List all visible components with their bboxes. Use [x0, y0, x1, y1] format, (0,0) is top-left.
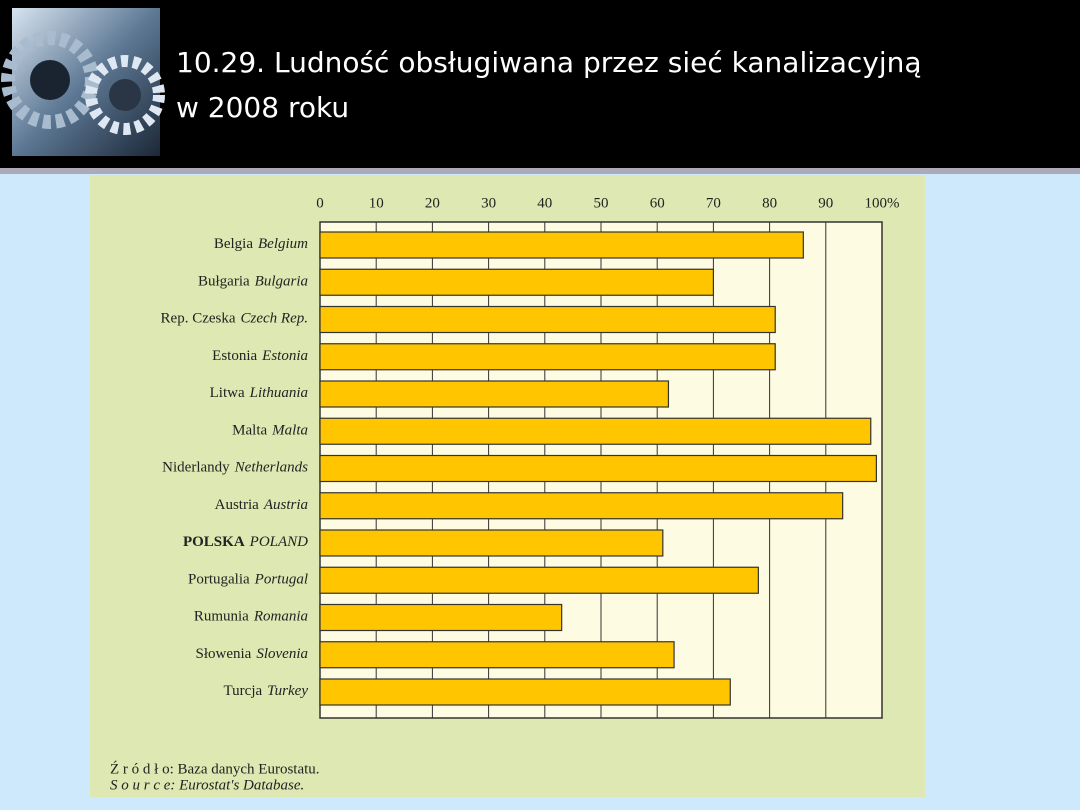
source: S o u r c e: Eurostat's Database. — [110, 777, 304, 793]
category-en: Netherlands — [234, 460, 308, 476]
y-tick-label: Belgia Belgium — [214, 236, 308, 252]
category-pl: Belgia — [214, 236, 253, 252]
category-en: Czech Rep. — [241, 311, 308, 327]
category-en: Slovenia — [256, 646, 308, 662]
category-pl: Litwa — [210, 385, 245, 401]
category-en: Estonia — [261, 348, 308, 364]
bar — [319, 492, 844, 520]
bar — [319, 268, 714, 296]
category-pl: Estonia — [212, 348, 257, 364]
category-en: Belgium — [258, 236, 308, 252]
category-pl: Rep. Czeska — [161, 311, 236, 327]
x-tick-label: 0 — [316, 195, 324, 211]
y-tick-label: Austria Austria — [215, 497, 308, 513]
category-en: Lithuania — [249, 385, 308, 401]
bar — [319, 641, 675, 669]
x-tick-label: 40 — [537, 195, 552, 211]
x-tick-label: 20 — [425, 195, 440, 211]
bar — [319, 417, 872, 445]
bar — [319, 529, 664, 557]
bar — [319, 454, 877, 483]
header — [0, 0, 1080, 168]
y-tick-label: Turcja Turkey — [224, 683, 309, 699]
x-tick-label: 60 — [650, 195, 665, 211]
title-line: w 2008 roku — [176, 91, 349, 124]
category-en: Malta — [271, 423, 308, 439]
y-tick-label: POLSKA POLAND — [183, 534, 308, 550]
y-tick-label: Litwa Lithuania — [210, 385, 308, 401]
category-pl: Rumunia — [194, 609, 249, 625]
category-en: Austria — [263, 497, 308, 513]
category-pl: POLSKA — [183, 534, 245, 550]
category-pl: Portugalia — [188, 572, 250, 588]
bar — [319, 566, 759, 594]
gear-image — [1, 8, 165, 156]
title-line: 10.29. Ludność obsługiwana przez sieć ka… — [176, 46, 922, 79]
bar — [319, 603, 563, 632]
x-tick-label: 80 — [762, 195, 777, 211]
x-tick-label: 30 — [481, 195, 496, 211]
category-en: Portugal — [254, 572, 308, 588]
y-tick-label: Rep. Czeska Czech Rep. — [161, 311, 308, 327]
category-pl: Niderlandy — [162, 460, 230, 476]
bar — [319, 343, 776, 371]
category-en: Turkey — [267, 683, 308, 699]
y-tick-label: Bułgaria Bulgaria — [198, 274, 308, 290]
category-en: Bulgaria — [255, 274, 308, 290]
x-tick-label: 70 — [706, 195, 721, 211]
category-en: POLAND — [249, 534, 309, 550]
source: Ź r ó d ł o: Baza danych Eurostatu. — [110, 760, 320, 777]
y-tick-label: Słowenia Slovenia — [196, 646, 308, 662]
bar — [319, 380, 670, 408]
category-en: Romania — [253, 609, 308, 625]
chart: 0 10 20 30 40 50 60 70 80 90 100% Belgia Belgium Bułg… — [161, 195, 900, 718]
y-tick-label: Malta Malta — [232, 423, 308, 439]
category-pl: Turcja — [224, 683, 263, 699]
y-tick-label: Estonia Estonia — [212, 348, 308, 364]
header-rule — [0, 168, 1080, 174]
bar — [319, 305, 776, 334]
x-tick-label: 50 — [594, 195, 609, 211]
category-pl: Austria — [215, 497, 260, 513]
y-tick-label: Rumunia Romania — [194, 609, 308, 625]
x-tick-label: 90 — [818, 195, 833, 211]
y-tick-label: Portugalia Portugal — [188, 572, 308, 588]
category-pl: Bułgaria — [198, 274, 250, 290]
x-tick-label: 100% — [865, 195, 900, 211]
bar — [319, 678, 731, 706]
category-pl: Słowenia — [196, 646, 252, 662]
category-pl: Malta — [232, 423, 267, 439]
y-tick-label: Niderlandy Netherlands — [162, 460, 308, 476]
x-tick-label: 10 — [369, 195, 384, 211]
bar — [319, 231, 804, 259]
